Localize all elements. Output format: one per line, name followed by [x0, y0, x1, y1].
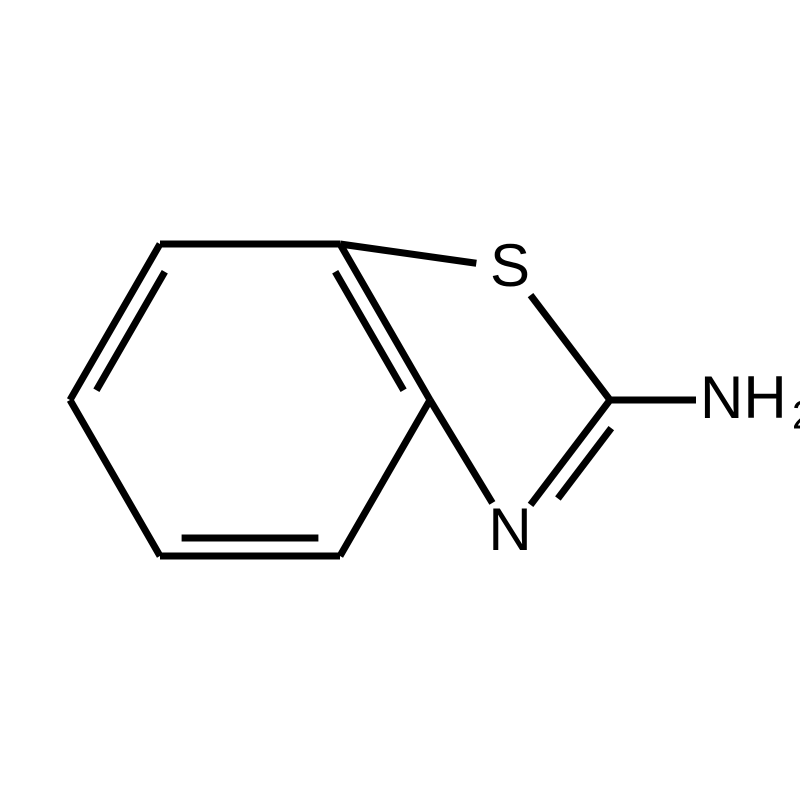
svg-text:NH: NH — [700, 364, 787, 431]
atom-label-nh2: NH2 — [700, 364, 800, 438]
atom-label-n: N — [488, 496, 531, 563]
molecule-diagram: S N NH2 — [0, 0, 800, 800]
svg-text:2: 2 — [792, 394, 800, 438]
atom-label-s: S — [490, 232, 530, 299]
